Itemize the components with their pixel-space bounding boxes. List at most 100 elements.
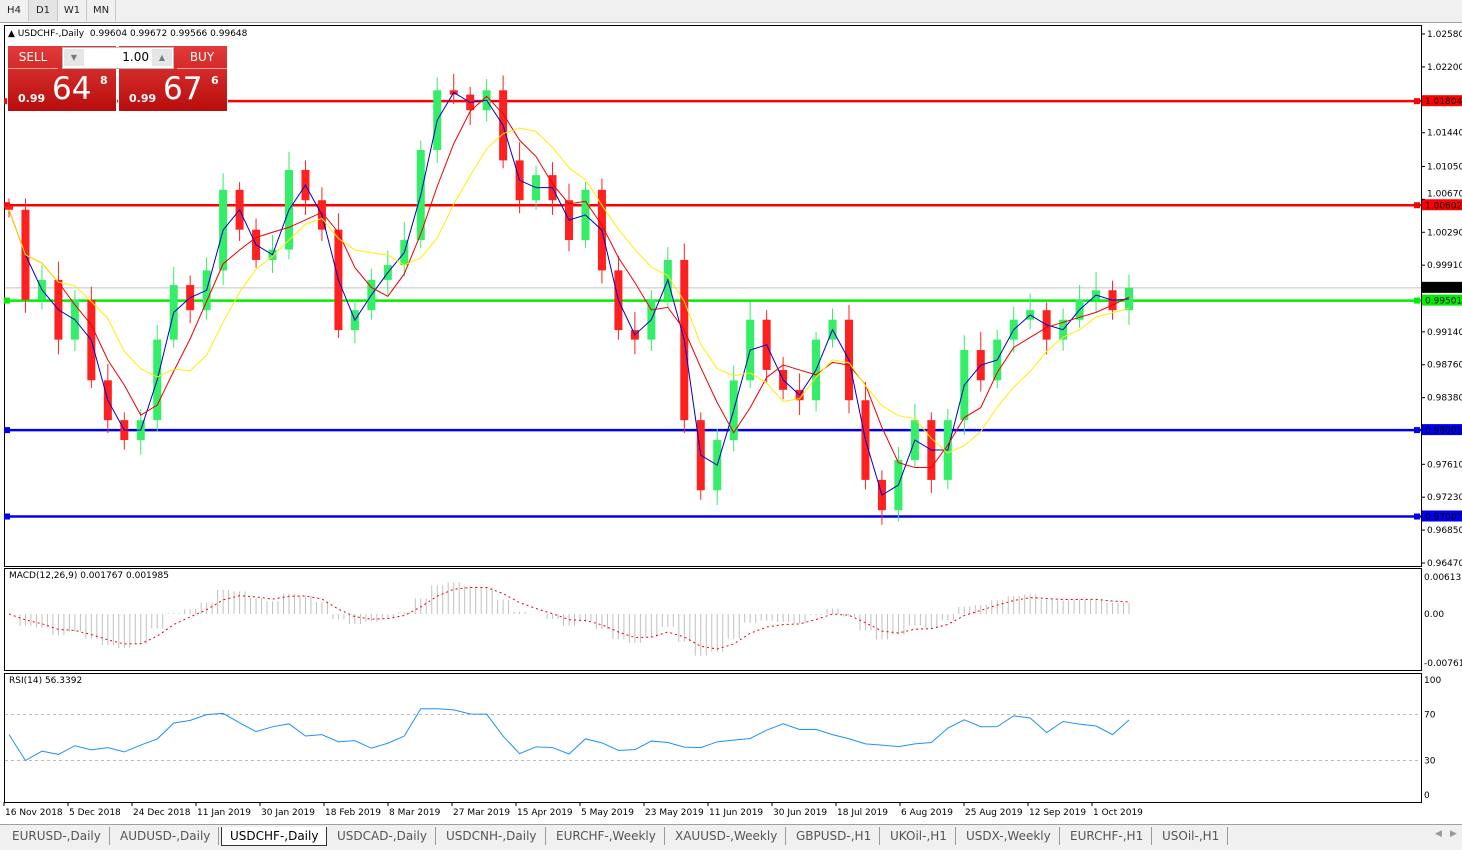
level-tag: [1422, 424, 1462, 436]
moving-averages: [8, 91, 1130, 496]
date-tick-label: 27 Mar 2019: [453, 808, 510, 818]
chart-title: ▲ USDCHF-,Daily 0.99604 0.99672 0.99566 …: [8, 29, 247, 39]
sell-price-small: 8: [100, 74, 108, 87]
price-tick-label: 0.96850: [1427, 526, 1462, 536]
buy-label: BUY: [177, 46, 227, 69]
rsi-tick-label: 70: [1424, 711, 1436, 721]
timeframe-toolbar: H4 D1 W1 MN: [0, 0, 1462, 23]
level-handle: [1414, 98, 1420, 105]
date-tick-label: 18 Feb 2019: [325, 808, 381, 818]
date-tick-label: 12 Sep 2019: [1029, 808, 1086, 818]
level-handle: [1414, 202, 1420, 209]
price-tick-label: 0.97610: [1427, 460, 1462, 470]
buy-price-big: 0.99: [129, 92, 157, 105]
price-tick-label: 1.02580: [1427, 30, 1462, 40]
price-tick-label: 0.96470: [1427, 559, 1462, 569]
level-handle: [4, 513, 10, 520]
symbol-tab[interactable]: USDCHF-,Daily: [221, 827, 328, 846]
current-price-tag: [1422, 281, 1462, 293]
date-tick-label: 11 Jan 2019: [197, 808, 251, 818]
rsi-pane: [5, 708, 1421, 762]
date-tick-label: 30 Jun 2019: [773, 808, 827, 818]
symbol-tab[interactable]: GBPUSD-,H1: [788, 827, 881, 845]
axes: 1.02580 1.02200 1.01440 1.01050 1.00 6 70 1.002…: [3, 30, 1462, 818]
candle-body: [5, 206, 13, 210]
price-tick-label: 1.01050: [1427, 162, 1462, 172]
macd-title: MACD(12,26,9) 0.001767 0.001985: [9, 571, 169, 581]
level-handle: [1414, 297, 1420, 304]
macd-signal-line: [8, 586, 1130, 650]
close-value: 0.99648: [210, 29, 248, 39]
date-tick-label: 11 Jun 2019: [709, 808, 763, 818]
ma-fast-line: [8, 91, 1130, 496]
rsi-title: RSI(14) 56.3392: [9, 676, 83, 686]
symbol-tab[interactable]: AUDUSD-,Daily: [112, 827, 220, 845]
symbol-label: USDCHF-,Daily: [17, 29, 85, 39]
date-tick-label: 30 Jan 2019: [261, 808, 315, 818]
open-value: 0.99604: [89, 29, 128, 39]
symbol-tab[interactable]: USDX-,Weekly: [958, 827, 1060, 845]
level-handle: [4, 427, 10, 434]
symbol-tab[interactable]: XAUUSD-,Weekly: [667, 827, 787, 845]
sell-price: 0.99 64 8: [8, 72, 116, 110]
level-handle: [4, 297, 10, 304]
price-tick-label: 1.02200: [1427, 63, 1462, 73]
level-handle: [4, 202, 10, 209]
timeframe-mn[interactable]: MN: [87, 0, 116, 21]
level-label: 0.99501: [1425, 297, 1462, 307]
decrease-lot-icon[interactable]: ▼: [64, 49, 84, 66]
symbol-tab[interactable]: UKOil-,H1: [882, 827, 956, 845]
symbol-tab[interactable]: USOil-,H1: [1154, 827, 1229, 845]
date-tick-label: 5 Dec 2018: [69, 808, 121, 818]
timeframe-h4[interactable]: H4: [0, 0, 29, 21]
symbol-tab[interactable]: USDCAD-,Daily: [329, 827, 436, 845]
date-tick-label: 24 Dec 2018: [133, 808, 191, 818]
date-tick-label: 8 Mar 2019: [389, 808, 441, 818]
date-tick-label: 6 Aug 2019: [901, 808, 953, 818]
level-label: 1.00602: [1425, 201, 1462, 211]
scroll-left-icon[interactable]: ◀: [1435, 829, 1442, 839]
current-price-label: 0.99648: [1425, 284, 1462, 294]
symbol-tab[interactable]: EURUSD-,Daily: [4, 827, 110, 845]
scroll-right-icon[interactable]: ▶: [1450, 829, 1457, 839]
level-tag: [1422, 199, 1462, 211]
timeframe-w1[interactable]: W1: [58, 0, 87, 21]
sell-price-big: 0.99: [18, 92, 46, 105]
symbol-tab[interactable]: EURCHF-,H1: [1062, 827, 1153, 845]
buy-price-small: 6: [211, 74, 219, 87]
symbol-tab[interactable]: EURCHF-,Weekly: [548, 827, 665, 845]
level-label: 0.98005: [1425, 426, 1462, 436]
ma-slow-line: [8, 127, 1130, 454]
price-tick-label: 0.98380: [1427, 394, 1462, 404]
macd-tick-label: -0.007612: [1424, 659, 1462, 669]
price-tick-label: 0.97230: [1427, 493, 1462, 503]
lot-value[interactable]: 1.00: [122, 50, 149, 64]
date-tick-label: 18 Jul 2019: [837, 808, 888, 818]
rsi-tick-label: 30: [1424, 757, 1436, 767]
date-tick-label: 1 Oct 2019: [1093, 808, 1143, 818]
macd-pane: [8, 582, 1130, 656]
date-tick-label: 15 Apr 2019: [517, 808, 573, 818]
level-tag: [1422, 95, 1462, 107]
macd-tick-label: 0.00613: [1424, 573, 1461, 583]
date-tick-label: 16 Nov 2018: [5, 808, 63, 818]
price-tick-label: 1.00290: [1427, 228, 1462, 238]
price-tick-label: 0.98760: [1427, 361, 1462, 371]
increase-lot-icon[interactable]: ▲: [152, 49, 172, 66]
collapse-triangle-icon[interactable]: ▲: [8, 29, 15, 39]
pane-frames: [4, 25, 1422, 803]
pane-frame-0: [4, 25, 1422, 567]
date-tick-label: 23 May 2019: [645, 808, 704, 818]
symbol-tab[interactable]: USDCNH-,Daily: [438, 827, 546, 845]
price-tick-label: 0.99140: [1427, 328, 1462, 338]
macd-tick-label: 0.00: [1424, 610, 1444, 620]
lot-size-input[interactable]: ▼ 1.00 ▲: [62, 47, 174, 69]
rsi-tick-label: 100: [1424, 676, 1441, 686]
price-tick-label: 0.99910: [1427, 261, 1462, 271]
timeframe-d1[interactable]: D1: [29, 0, 58, 21]
date-tick-label: 25 Aug 2019: [965, 808, 1023, 818]
price-tick-label: 1.01440: [1427, 129, 1462, 139]
ma-mid-line: [8, 95, 1130, 469]
high-value: 0.99672: [129, 29, 168, 39]
